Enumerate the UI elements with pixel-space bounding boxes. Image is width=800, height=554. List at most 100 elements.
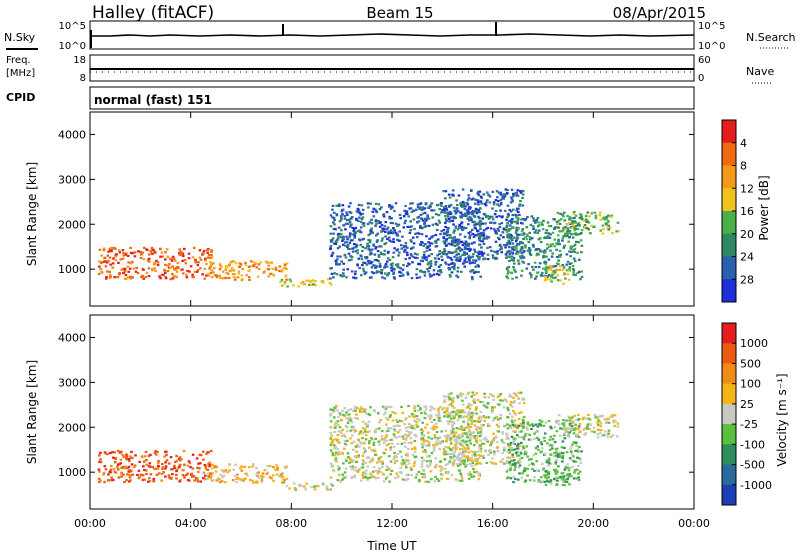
- echo-cell: [461, 399, 464, 402]
- echo-cell: [353, 405, 357, 408]
- echo-cell: [422, 434, 425, 437]
- echo-cell: [499, 209, 502, 212]
- echo-cell: [370, 227, 373, 230]
- echo-cell: [470, 456, 473, 459]
- echo-cell: [190, 472, 194, 475]
- echo-cell: [505, 432, 508, 435]
- echo-cell: [404, 445, 407, 448]
- echo-cell: [470, 269, 474, 272]
- colorbar-segment: [722, 403, 736, 425]
- echo-cell: [471, 462, 475, 465]
- echo-cell: [117, 476, 121, 479]
- echo-cell: [266, 261, 269, 264]
- echo-cell: [408, 426, 411, 429]
- echo-cell: [480, 252, 484, 255]
- echo-cell: [303, 283, 306, 286]
- echo-cell: [467, 197, 471, 200]
- echo-cell: [378, 421, 381, 424]
- echo-cell: [215, 466, 219, 469]
- echo-cell: [455, 446, 459, 449]
- echo-cell: [446, 415, 450, 418]
- echo-cell: [585, 220, 589, 224]
- echo-cell: [406, 253, 409, 257]
- echo-cell: [521, 233, 525, 236]
- echo-cell: [418, 276, 422, 279]
- echo-cell: [383, 277, 387, 280]
- echo-cell: [471, 434, 474, 437]
- echo-cell: [401, 235, 404, 238]
- echo-cell: [336, 263, 340, 266]
- echo-cell: [467, 259, 471, 262]
- echo-cell: [526, 234, 529, 237]
- echo-cell: [448, 420, 452, 423]
- echo-cell: [516, 454, 519, 457]
- echo-cell: [285, 278, 288, 281]
- echo-cell: [370, 271, 374, 274]
- echo-cell: [367, 238, 370, 242]
- echo-cell: [563, 478, 566, 482]
- echo-cell: [446, 434, 449, 437]
- echo-cell: [508, 446, 512, 449]
- echo-cell: [524, 467, 528, 470]
- echo-region: [442, 188, 526, 262]
- echo-cell: [154, 251, 157, 254]
- echo-cell: [335, 263, 338, 266]
- echo-cell: [512, 208, 515, 211]
- echo-cell: [471, 391, 474, 394]
- echo-cell: [377, 270, 381, 273]
- echo-cell: [470, 218, 473, 221]
- echo-cell: [336, 409, 339, 412]
- y-tick-label: 4000: [58, 331, 86, 344]
- echo-cell: [203, 463, 207, 467]
- echo-cell: [426, 460, 429, 463]
- echo-cell: [139, 473, 143, 476]
- echo-cell: [332, 211, 336, 214]
- y-tick-label: 4000: [58, 128, 86, 141]
- colorbar-segment: [722, 211, 736, 235]
- echo-cell: [171, 473, 174, 476]
- echo-cell: [380, 435, 384, 438]
- echo-cell: [163, 455, 166, 458]
- echo-cell: [376, 461, 379, 464]
- echo-cell: [343, 407, 347, 410]
- echo-cell: [130, 456, 134, 460]
- echo-cell: [468, 402, 471, 405]
- echo-cell: [194, 258, 197, 261]
- echo-cell: [578, 270, 581, 274]
- echo-cell: [232, 468, 235, 471]
- echo-cell: [437, 214, 441, 217]
- echo-cell: [517, 435, 521, 439]
- echo-cell: [545, 270, 548, 273]
- echo-cell: [348, 247, 351, 251]
- echo-cell: [173, 464, 176, 467]
- echo-cell: [503, 243, 506, 247]
- echo-cell: [518, 204, 521, 207]
- echo-cell: [537, 448, 540, 451]
- echo-cell: [421, 476, 424, 479]
- y-tick-label: 3000: [58, 376, 86, 389]
- echo-cell: [572, 432, 576, 435]
- cpid-text: normal (fast) 151: [94, 93, 212, 107]
- echo-cell: [427, 270, 430, 273]
- echo-cell: [492, 432, 495, 435]
- echo-cell: [208, 256, 212, 260]
- echo-cell: [550, 274, 554, 277]
- echo-cell: [517, 262, 521, 265]
- echo-cell: [341, 428, 345, 431]
- echo-cell: [335, 204, 338, 207]
- echo-cell: [341, 239, 344, 242]
- echo-cell: [430, 427, 433, 430]
- echo-cell: [467, 223, 470, 226]
- echo-cell: [347, 409, 350, 412]
- echo-cell: [209, 473, 212, 476]
- echo-cell: [165, 459, 169, 462]
- echo-cell: [478, 444, 482, 447]
- echo-cell: [506, 415, 509, 419]
- echo-cell: [154, 269, 157, 273]
- echo-cell: [440, 430, 443, 433]
- echo-cell: [228, 263, 232, 266]
- echo-cell: [561, 452, 564, 455]
- echo-cell: [156, 464, 160, 467]
- echo-cell: [472, 451, 475, 454]
- echo-cell: [492, 203, 496, 206]
